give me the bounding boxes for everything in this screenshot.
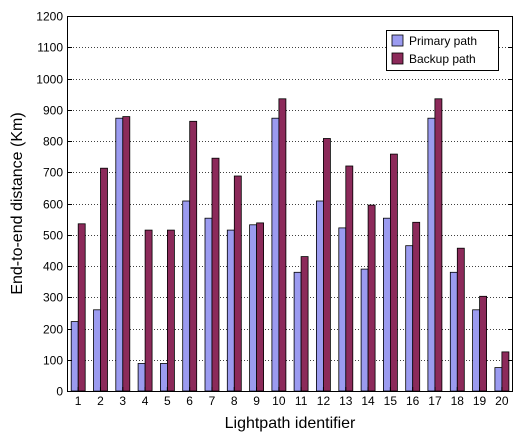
bar-primary-3: [115, 117, 124, 392]
bar-primary-15: [382, 217, 391, 392]
legend: Primary path Backup path: [386, 30, 499, 71]
bar-primary-9: [249, 224, 258, 392]
x-tick-label: 3: [119, 394, 126, 408]
x-tick-label: 7: [209, 394, 216, 408]
bar-primary-16: [405, 245, 414, 392]
legend-label: Primary path: [409, 34, 477, 48]
x-tick-label: 8: [231, 394, 238, 408]
bar-primary-13: [338, 227, 347, 392]
bar-backup-13: [345, 165, 354, 392]
y-tick-label: 600: [43, 198, 63, 212]
bar-primary-7: [204, 217, 213, 392]
x-tick-label: 11: [295, 394, 308, 408]
bar-primary-6: [182, 200, 191, 392]
bars: [70, 98, 510, 392]
bar-primary-4: [137, 363, 146, 392]
bar-primary-8: [226, 229, 235, 392]
y-tick-label: 500: [43, 229, 63, 243]
x-tick-label: 12: [317, 394, 331, 408]
y-tick-label: 100: [43, 354, 63, 368]
x-tick-label: 5: [164, 394, 171, 408]
bar-backup-3: [122, 116, 131, 392]
bar-backup-12: [322, 138, 331, 392]
plot-frame: [67, 16, 513, 392]
x-tick-label: 15: [384, 394, 398, 408]
bar-backup-19: [479, 295, 488, 392]
x-tick-label: 16: [406, 394, 420, 408]
bar-backup-17: [434, 98, 443, 392]
y-axis: 0 100 200 300 400 500 600 700 800 900 1000 1100 1200: [36, 10, 513, 399]
bar-primary-14: [360, 268, 369, 392]
y-tick-label: 200: [43, 323, 63, 337]
bar-backup-15: [389, 153, 398, 392]
y-axis-label: End-to-end distance (Km): [9, 112, 26, 294]
bar-backup-2: [100, 167, 108, 392]
bar-backup-1: [77, 223, 86, 392]
x-tick-label: 17: [428, 394, 442, 408]
bar-backup-7: [211, 157, 220, 392]
legend-label: Backup path: [409, 52, 476, 66]
bar-backup-11: [300, 256, 309, 392]
bar-backup-9: [256, 222, 265, 392]
bar-backup-8: [233, 175, 242, 392]
bar-primary-5: [159, 363, 168, 392]
x-tick-label: 10: [272, 394, 286, 408]
bar-backup-5: [166, 229, 175, 392]
grid-lines: [67, 47, 513, 361]
x-tick-label: 4: [142, 394, 149, 408]
bar-backup-4: [144, 229, 153, 392]
bar-primary-12: [315, 200, 324, 392]
y-tick-label: 0: [56, 385, 63, 399]
bar-primary-17: [427, 117, 436, 392]
y-tick-label: 800: [43, 135, 63, 149]
bar-backup-14: [367, 204, 376, 392]
bar-primary-18: [449, 271, 458, 392]
x-tick-label: 1: [75, 394, 82, 408]
bar-backup-6: [189, 120, 198, 392]
y-tick-label: 400: [43, 260, 63, 274]
y-tick-label: 1100: [37, 41, 63, 55]
bar-primary-2: [93, 309, 101, 392]
bar-backup-16: [412, 221, 421, 392]
bar-backup-10: [278, 98, 287, 392]
x-tick-label: 2: [97, 394, 104, 408]
x-axis-label: Lightpath identifier: [225, 415, 356, 432]
x-tick-label: 19: [473, 394, 487, 408]
bar-primary-19: [472, 309, 481, 392]
bar-primary-11: [293, 271, 302, 392]
x-tick-label: 6: [186, 394, 193, 408]
x-axis: 1 2 3 4 5 6 7 8 9 10 11 12 13 14 15 16 17 18 19 20: [75, 387, 509, 408]
bar-backup-20: [501, 351, 510, 392]
x-tick-label: 14: [361, 394, 375, 408]
y-tick-label: 1000: [36, 73, 63, 87]
y-tick-label: 300: [43, 291, 63, 305]
bar-backup-18: [456, 247, 465, 392]
bar-primary-1: [70, 321, 79, 392]
x-tick-label: 20: [495, 394, 509, 408]
x-tick-label: 9: [253, 394, 260, 408]
bar-primary-10: [271, 117, 280, 392]
y-tick-label: 1200: [36, 10, 63, 24]
legend-box: [386, 30, 499, 71]
x-tick-label: 13: [339, 394, 353, 408]
y-tick-label: 900: [43, 104, 63, 118]
y-tick-label: 700: [43, 166, 63, 180]
bar-primary-20: [494, 367, 503, 392]
legend-swatch-backup: [391, 52, 404, 65]
legend-swatch-primary: [391, 34, 404, 47]
x-tick-label: 18: [451, 394, 465, 408]
